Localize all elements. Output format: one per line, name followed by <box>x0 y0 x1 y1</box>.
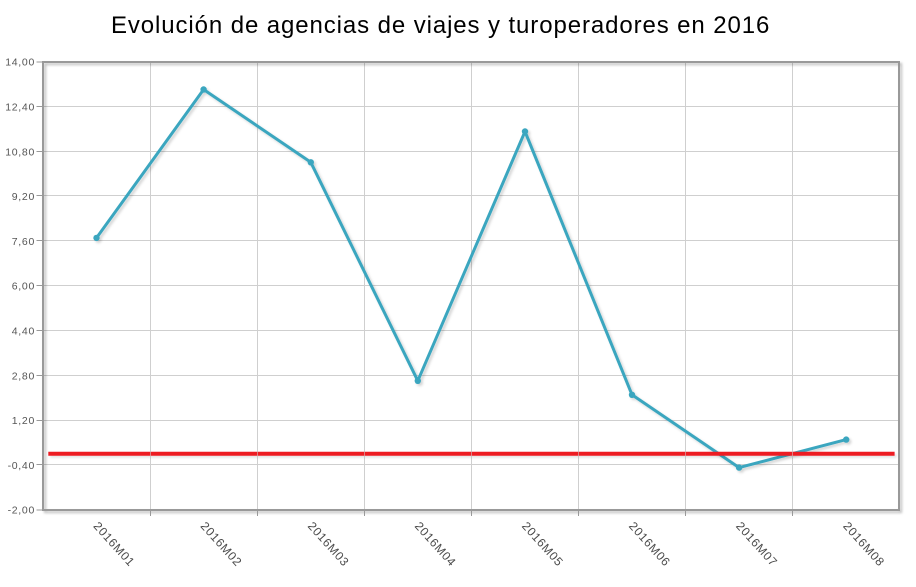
svg-text:10,80: 10,80 <box>5 146 35 158</box>
svg-text:4,40: 4,40 <box>12 326 35 338</box>
svg-text:12,40: 12,40 <box>5 102 35 114</box>
svg-text:2016M06: 2016M06 <box>626 519 673 569</box>
svg-text:2016M04: 2016M04 <box>412 519 459 569</box>
svg-text:2016M02: 2016M02 <box>198 519 245 569</box>
svg-text:2,80: 2,80 <box>12 370 35 382</box>
svg-text:2016M08: 2016M08 <box>840 519 887 569</box>
svg-text:7,60: 7,60 <box>12 236 35 248</box>
svg-text:2016M01: 2016M01 <box>91 519 138 569</box>
svg-text:2016M05: 2016M05 <box>519 519 566 569</box>
svg-text:2016M07: 2016M07 <box>733 519 780 569</box>
svg-text:14,00: 14,00 <box>5 57 35 69</box>
svg-text:-2,00: -2,00 <box>8 505 35 517</box>
svg-text:6,00: 6,00 <box>12 281 35 293</box>
svg-text:-0,40: -0,40 <box>8 460 35 472</box>
svg-text:2016M03: 2016M03 <box>305 519 352 569</box>
svg-text:1,20: 1,20 <box>12 415 35 427</box>
svg-text:9,20: 9,20 <box>12 191 35 203</box>
